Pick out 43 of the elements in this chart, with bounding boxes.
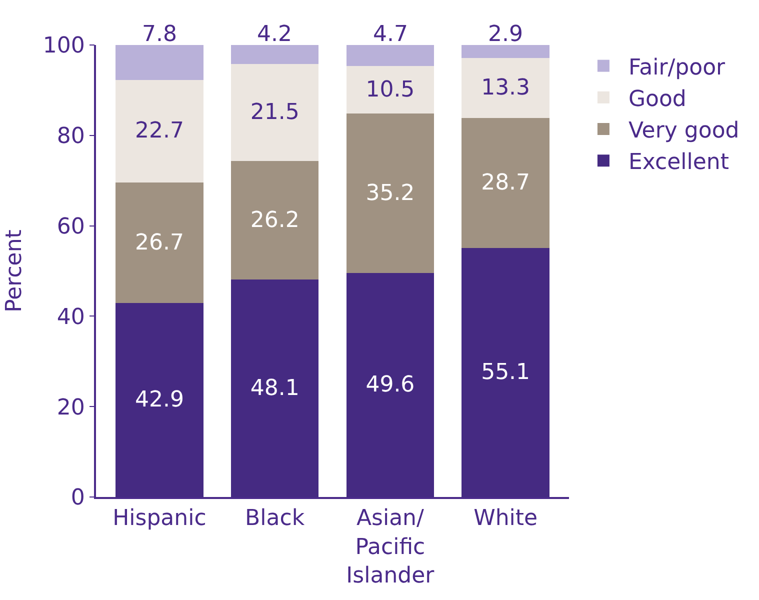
y-tick-label: 0	[70, 486, 85, 511]
data-label: 4.2	[257, 22, 292, 47]
data-label: 2.9	[488, 22, 523, 47]
data-label: 28.7	[481, 170, 530, 196]
bar	[346, 45, 434, 66]
data-label: 55.1	[481, 360, 530, 385]
bar	[230, 64, 319, 162]
y-axis-title: Percent	[2, 229, 28, 312]
legend-label: Fair/poor	[628, 55, 726, 80]
legend-label: Very good	[628, 118, 740, 144]
data-label: 35.2	[366, 180, 415, 206]
y-tick-label: 60	[56, 214, 85, 240]
bar	[230, 161, 319, 280]
data-label: 7.8	[142, 22, 177, 47]
x-tick-label: Black	[245, 506, 305, 532]
bar	[462, 118, 550, 248]
legend-label: Good	[628, 86, 686, 112]
bar	[116, 80, 204, 182]
bar	[462, 58, 550, 118]
bar	[116, 182, 204, 304]
y-tick-label: 80	[56, 124, 85, 150]
data-label: 49.6	[366, 372, 415, 398]
data-label: 26.7	[134, 230, 184, 256]
bar	[346, 114, 434, 273]
data-label: 42.9	[134, 388, 184, 413]
y-tick-label: 40	[56, 304, 85, 330]
data-label: 21.5	[250, 100, 300, 126]
y-tick-label: 100	[42, 34, 85, 59]
x-tick-label: Asian/ Pacific Islander	[346, 506, 436, 588]
data-label: 22.7	[134, 118, 184, 144]
bar	[346, 66, 434, 114]
bar	[230, 45, 319, 64]
y-tick-label: 20	[56, 395, 85, 420]
x-tick-label: Hispanic	[112, 506, 206, 532]
data-label: 13.3	[481, 76, 530, 101]
x-tick-label: White	[474, 506, 538, 532]
data-label: 48.1	[250, 376, 300, 401]
data-label: 10.5	[366, 77, 415, 102]
data-label: 4.7	[373, 22, 408, 47]
legend-label: Excellent	[628, 150, 730, 176]
data-label: 26.2	[250, 208, 300, 233]
bar	[462, 45, 550, 58]
bar	[116, 45, 204, 80]
